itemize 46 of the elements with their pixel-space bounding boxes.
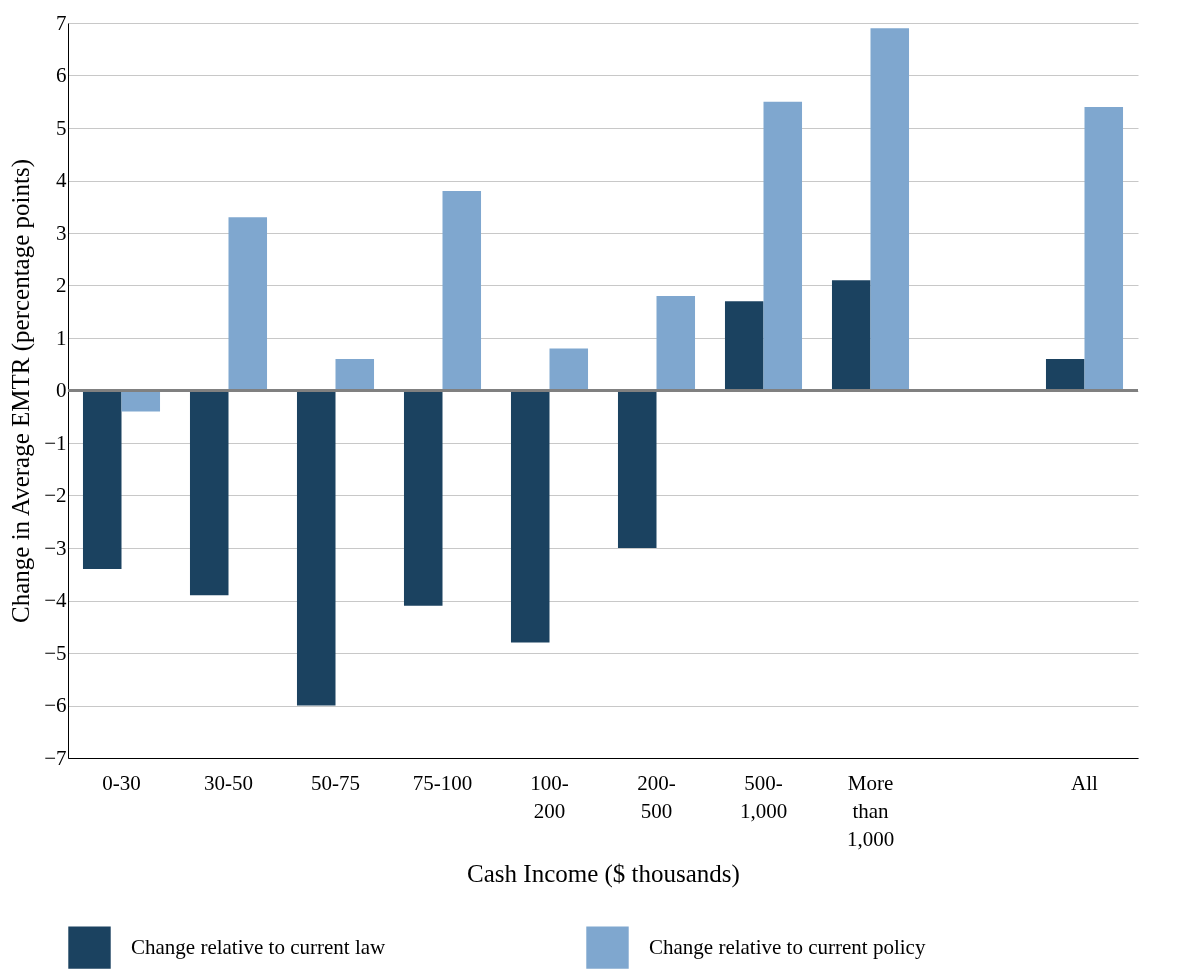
bar bbox=[121, 390, 161, 412]
x-tick-label: 0-30 bbox=[102, 770, 141, 795]
y-tick-label: −1 bbox=[44, 430, 67, 455]
bar bbox=[442, 191, 482, 391]
x-tick-label: 30-50 bbox=[204, 770, 253, 795]
bar bbox=[296, 390, 336, 706]
x-tick-label: 500-1,000 bbox=[739, 770, 788, 823]
bar bbox=[189, 390, 229, 596]
x-tick-label: 100-200 bbox=[530, 770, 569, 823]
bar bbox=[763, 101, 803, 391]
x-tick-label: 50-75 bbox=[311, 770, 360, 795]
y-tick-label: 3 bbox=[56, 220, 67, 245]
y-tick-label: −3 bbox=[44, 535, 67, 560]
bar bbox=[1045, 359, 1085, 391]
x-tick-label: More than 1,000 bbox=[846, 770, 895, 851]
bar bbox=[724, 301, 764, 391]
legend-label: Change relative to current policy bbox=[649, 934, 926, 959]
bar bbox=[403, 390, 443, 606]
y-axis-title: Change in Average EMTR (percentage points) bbox=[7, 159, 36, 623]
y-tick-label: 6 bbox=[56, 63, 67, 87]
y-tick-label: 5 bbox=[56, 115, 67, 140]
bar bbox=[831, 280, 871, 391]
y-tick-label: −6 bbox=[44, 693, 67, 717]
bar bbox=[510, 390, 550, 643]
y-tick-label: −7 bbox=[44, 745, 67, 770]
x-tick-label: 200-500 bbox=[637, 770, 676, 823]
y-tick-label: −2 bbox=[44, 483, 67, 507]
bar bbox=[82, 390, 122, 569]
bar bbox=[1084, 107, 1124, 391]
bar bbox=[870, 28, 910, 391]
x-tick-label: All bbox=[1071, 770, 1099, 795]
legend-label: Change relative to current law bbox=[131, 934, 387, 959]
x-axis-title: Cash Income ($ thousands) bbox=[467, 859, 740, 888]
bar bbox=[656, 296, 696, 391]
y-tick-label: 7 bbox=[56, 10, 67, 35]
bar bbox=[335, 359, 375, 391]
x-tick-label: 75-100 bbox=[412, 770, 473, 795]
bar bbox=[228, 217, 268, 391]
y-tick-label: 4 bbox=[56, 168, 67, 192]
y-tick-label: 0 bbox=[56, 378, 67, 402]
bar bbox=[549, 348, 589, 391]
y-tick-label: 1 bbox=[56, 325, 67, 350]
y-tick-label: 2 bbox=[56, 273, 67, 297]
y-tick-label: −5 bbox=[44, 640, 67, 665]
y-tick-label: −4 bbox=[44, 588, 67, 612]
bar bbox=[617, 390, 657, 548]
